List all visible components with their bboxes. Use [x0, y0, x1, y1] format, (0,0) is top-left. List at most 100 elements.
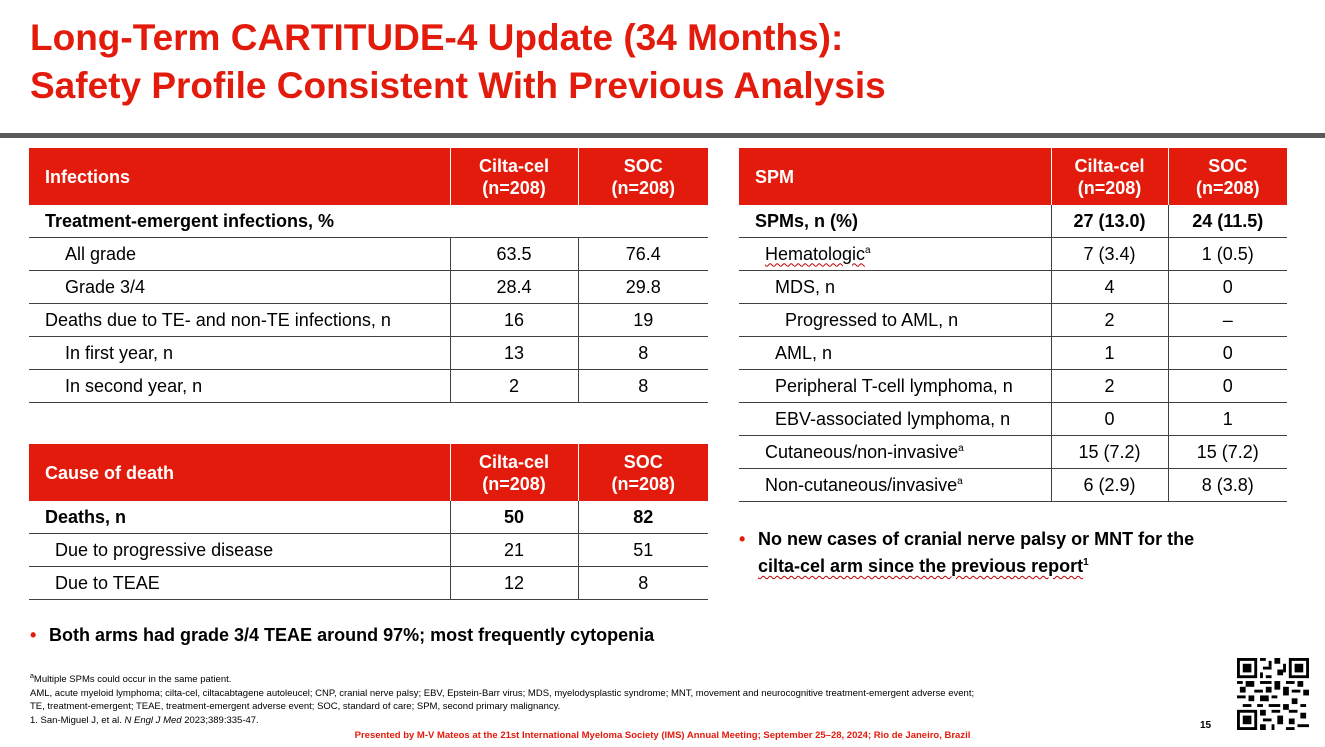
header-cause-of-death: Cause of death	[29, 444, 450, 501]
table-row: MDS, n 4 0	[739, 270, 1287, 304]
row-label: All grade	[29, 237, 450, 271]
row-label: Grade 3/4	[29, 270, 450, 304]
bullet-teae: • Both arms had grade 3/4 TEAE around 97…	[30, 623, 749, 647]
footnote-a: aMultiple SPMs could occur in the same p…	[30, 670, 1210, 687]
soc-value: 1 (0.5)	[1168, 237, 1287, 271]
table-header-row: Cause of death Cilta-cel (n=208) SOC (n=…	[29, 444, 708, 501]
soc-value: 29.8	[578, 270, 708, 304]
footnote-marker: a	[958, 442, 964, 454]
cilta-cel-value: 13	[449, 336, 579, 370]
header-soc: SOC (n=208)	[1167, 148, 1287, 205]
table-row: Progressed to AML, n 2 –	[739, 303, 1287, 337]
row-label-text: Cutaneous/non-invasive	[765, 441, 959, 462]
reference-marker: 1	[1083, 557, 1089, 568]
page-number: 15	[1200, 720, 1212, 731]
row-label: Due to progressive disease	[29, 533, 450, 567]
bullet-text-line-1: No new cases of cranial nerve palsy or M…	[758, 529, 1195, 549]
soc-value: 8	[578, 566, 708, 600]
row-label: Non-cutaneous/invasivea	[739, 468, 1051, 502]
table-row: Non-cutaneous/invasivea 6 (2.9) 8 (3.8)	[739, 468, 1287, 502]
row-label: In second year, n	[29, 369, 450, 403]
cilta-cel-value: 27 (13.0)	[1050, 205, 1169, 238]
table-row: Grade 3/4 28.4 29.8	[29, 270, 708, 304]
row-label: Deaths due to TE- and non-TE infections,…	[29, 303, 450, 337]
table-row: In first year, n 13 8	[29, 336, 708, 370]
soc-value: 24 (11.5)	[1168, 205, 1287, 238]
cilta-cel-value: 28.4	[449, 270, 579, 304]
header-label: Infections	[45, 166, 131, 187]
footnote-marker: a	[865, 244, 871, 256]
cause-of-death-table: Cause of death Cilta-cel (n=208) SOC (n=…	[29, 444, 708, 600]
table-header-row: Infections Cilta-cel (n=208) SOC (n=208)	[29, 148, 708, 205]
soc-value: 82	[578, 501, 708, 534]
presented-by-footer: Presented by M-V Mateos at the 21st Inte…	[354, 730, 971, 741]
bullet-text: Both arms had grade 3/4 TEAE around 97%;…	[49, 625, 655, 645]
cilta-cel-value: 4	[1050, 270, 1169, 304]
footnote-marker: a	[957, 475, 963, 487]
table-row: EBV-associated lymphoma, n 0 1	[739, 402, 1287, 436]
soc-value: 0	[1168, 270, 1287, 304]
section-label: Treatment-emergent infections, %	[29, 205, 708, 238]
bullet-text: cilta-cel arm since the previous report	[758, 556, 1084, 576]
row-label-text: Non-cutaneous/invasive	[765, 474, 958, 495]
infections-table: Infections Cilta-cel (n=208) SOC (n=208)…	[29, 148, 708, 403]
abbreviations-line-2: TE, treatment-emergent; TEAE, treatment-…	[30, 701, 561, 713]
table-row: Hematologica 7 (3.4) 1 (0.5)	[739, 237, 1287, 271]
bullet-text-line-2: cilta-cel arm since the previous report1	[758, 551, 1318, 578]
row-label: SPMs, n (%)	[739, 205, 1051, 238]
spm-table: SPM Cilta-cel (n=208) SOC (n=208) SPMs, …	[739, 148, 1287, 502]
table-row: Due to TEAE 12 8	[29, 566, 708, 600]
row-label: In first year, n	[29, 336, 450, 370]
cilta-cel-value: 1	[1050, 336, 1169, 370]
table-row: Peripheral T-cell lymphoma, n 2 0	[739, 369, 1287, 403]
qr-code-icon[interactable]	[1237, 658, 1309, 730]
cilta-cel-value: 63.5	[449, 237, 579, 271]
soc-value: 8 (3.8)	[1168, 468, 1287, 502]
cilta-cel-value: 50	[449, 501, 579, 534]
header-spm: SPM	[739, 148, 1051, 205]
table-row: All grade 63.5 76.4	[29, 237, 708, 271]
soc-value: –	[1168, 303, 1287, 337]
table-row: Deaths, n 50 82	[29, 501, 708, 534]
row-label: AML, n	[739, 336, 1051, 370]
soc-value: 8	[578, 336, 708, 370]
cilta-cel-value: 2	[1050, 369, 1169, 403]
row-label: Cutaneous/non-invasivea	[739, 435, 1051, 469]
row-label: Hematologica	[739, 237, 1051, 271]
row-label: Progressed to AML, n	[739, 303, 1051, 337]
cilta-cel-value: 6 (2.9)	[1050, 468, 1169, 502]
footnotes: aMultiple SPMs could occur in the same p…	[30, 670, 1210, 727]
row-label: Due to TEAE	[29, 566, 450, 600]
header-infections: Infections	[29, 148, 450, 205]
table-row: Treatment-emergent infections, %	[29, 205, 708, 238]
reference-journal: N Engl J Med	[124, 714, 182, 726]
cilta-cel-value: 2	[449, 369, 579, 403]
table-row: SPMs, n (%) 27 (13.0) 24 (11.5)	[739, 205, 1287, 238]
cilta-cel-value: 21	[449, 533, 579, 567]
reference-1: 1. San-Miguel J, et al. N Engl J Med 202…	[30, 714, 1210, 728]
title-line-2: Safety Profile Consistent With Previous …	[30, 65, 886, 106]
table-row: Due to progressive disease 21 51	[29, 533, 708, 567]
title-line-1: Long-Term CARTITUDE-4 Update (34 Months)…	[30, 17, 844, 58]
slide-title: Long-Term CARTITUDE-4 Update (34 Months)…	[30, 14, 1230, 110]
bullet-dot: •	[30, 625, 37, 645]
header-cilta-cel: Cilta-cel (n=208)	[449, 444, 578, 501]
cilta-cel-value: 16	[449, 303, 579, 337]
reference-citation: 2023;389:335-47.	[181, 714, 259, 726]
cilta-cel-value: 12	[449, 566, 579, 600]
cilta-cel-value: 0	[1050, 402, 1169, 436]
header-cilta-cel: Cilta-cel (n=208)	[1050, 148, 1168, 205]
header-label: SPM	[755, 166, 795, 187]
header-soc: SOC (n=208)	[577, 444, 708, 501]
header-cilta-cel: Cilta-cel (n=208)	[449, 148, 578, 205]
footnote-marker: a	[30, 673, 34, 680]
row-label: EBV-associated lymphoma, n	[739, 402, 1051, 436]
table-row: AML, n 1 0	[739, 336, 1287, 370]
header-label: Cause of death	[45, 462, 175, 483]
row-label: MDS, n	[739, 270, 1051, 304]
soc-value: 0	[1168, 336, 1287, 370]
bullet-dot: •	[739, 529, 746, 549]
row-label-text: Hematologic	[765, 243, 866, 264]
soc-value: 8	[578, 369, 708, 403]
soc-value: 51	[578, 533, 708, 567]
